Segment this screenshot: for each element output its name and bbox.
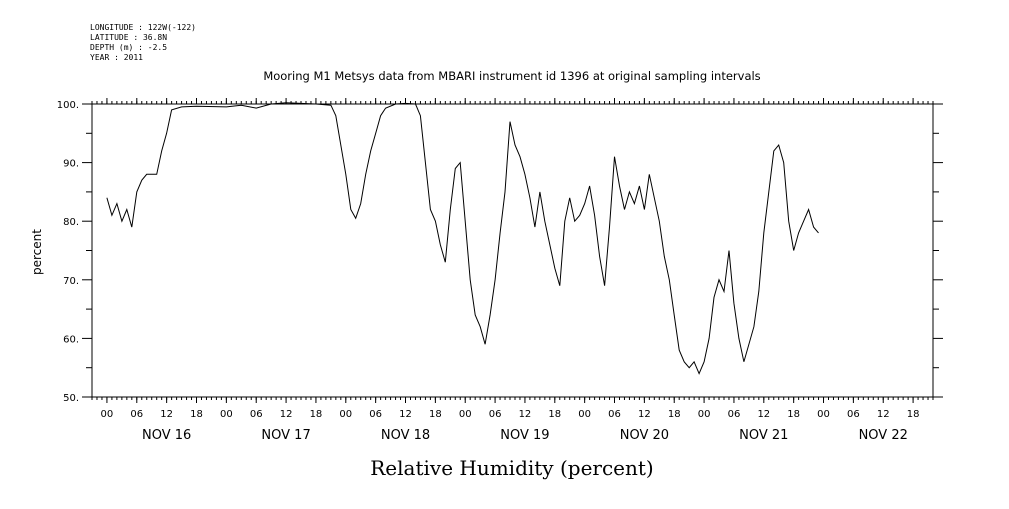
x-tick-label: 12 <box>877 409 890 420</box>
y-tick-label: 50. <box>63 393 79 404</box>
x-tick-label: 00 <box>459 409 472 420</box>
x-tick-label: 00 <box>817 409 830 420</box>
y-tick-label: 90. <box>63 159 79 170</box>
x-tick-label: 12 <box>638 409 651 420</box>
x-day-label: NOV 22 <box>859 428 908 443</box>
x-day-label: NOV 20 <box>620 428 669 443</box>
metadata-block: LONGITUDE : 122W(-122) LATITUDE : 36.8N … <box>90 23 196 62</box>
x-tick-label: 06 <box>847 409 860 420</box>
series-line <box>106 102 819 375</box>
x-day-label: NOV 17 <box>261 428 310 443</box>
x-tick-label: 12 <box>757 409 770 420</box>
x-tick-label: 00 <box>578 409 591 420</box>
x-axis-tick-labels: 00 06 12 18 00 06 12 18 00 06 12 18 00 06 12 18 00 06 12 18… <box>101 409 920 420</box>
x-tick-label: 18 <box>907 409 920 420</box>
meta-line-depth: DEPTH (m) : -2.5 <box>90 43 167 52</box>
meta-line-year: YEAR : 2011 <box>90 53 143 62</box>
x-tick-label: 18 <box>548 409 561 420</box>
x-tick-label: 06 <box>728 409 741 420</box>
x-tick-label: 06 <box>489 409 502 420</box>
plot-frame <box>91 103 934 398</box>
x-day-label: NOV 19 <box>500 428 549 443</box>
x-tick-label: 18 <box>787 409 800 420</box>
meta-line-latitude: LATITUDE : 36.8N <box>90 33 167 42</box>
axis-ticks <box>82 98 943 403</box>
y-tick-label: 100. <box>57 100 79 111</box>
y-tick-label: 80. <box>63 217 79 228</box>
x-tick-label: 18 <box>429 409 442 420</box>
y-axis-tick-labels: 50. 60. 70. 80. 90. 100. <box>57 100 79 404</box>
x-tick-label: 12 <box>519 409 532 420</box>
x-tick-label: 12 <box>280 409 293 420</box>
x-tick-label: 06 <box>608 409 621 420</box>
x-day-label: NOV 16 <box>142 428 191 443</box>
x-day-label: NOV 21 <box>739 428 788 443</box>
y-tick-label: 70. <box>63 276 79 287</box>
y-axis-label: percent <box>30 229 44 275</box>
x-tick-label: 00 <box>339 409 352 420</box>
x-tick-label: 18 <box>190 409 203 420</box>
x-tick-label: 12 <box>160 409 173 420</box>
x-axis-day-labels: NOV 16 NOV 17 NOV 18 NOV 19 NOV 20 NOV 21 NOV … <box>142 428 908 443</box>
x-tick-label: 00 <box>220 409 233 420</box>
chart-title: Mooring M1 Metsys data from MBARI instru… <box>263 69 760 83</box>
x-tick-label: 18 <box>668 409 681 420</box>
x-tick-label: 00 <box>698 409 711 420</box>
x-tick-label: 06 <box>369 409 382 420</box>
x-day-label: NOV 18 <box>381 428 430 443</box>
x-tick-label: 06 <box>250 409 263 420</box>
x-axis-title: Relative Humidity (percent) <box>370 456 653 480</box>
x-tick-label: 00 <box>101 409 114 420</box>
meta-line-longitude: LONGITUDE : 122W(-122) <box>90 23 196 32</box>
x-tick-label: 06 <box>130 409 143 420</box>
x-tick-label: 12 <box>399 409 412 420</box>
x-tick-label: 18 <box>310 409 323 420</box>
y-tick-label: 60. <box>63 334 79 345</box>
